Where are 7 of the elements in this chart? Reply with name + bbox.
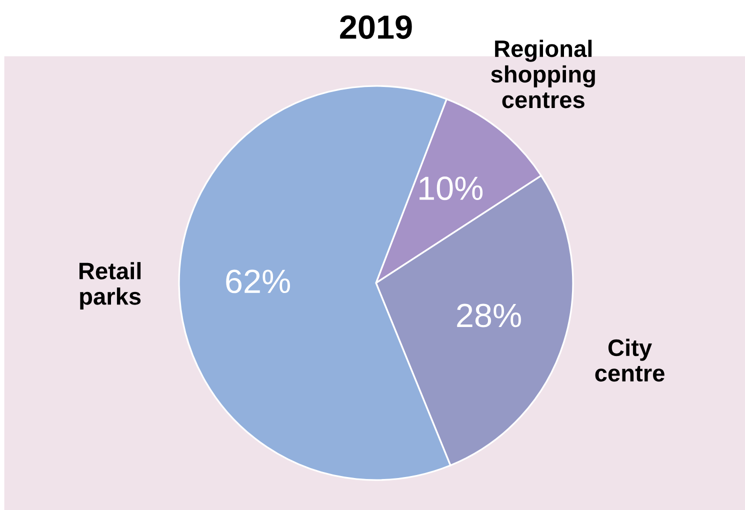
data-label: 62% <box>226 270 290 294</box>
data-label: 28% <box>457 304 521 328</box>
slice-label: Regional shopping centres <box>491 40 595 108</box>
data-label: 10% <box>420 176 483 200</box>
chart-title: 2019 <box>340 15 412 39</box>
slice-label: City centre <box>595 338 664 382</box>
slice-label: Retail parks <box>79 262 141 310</box>
